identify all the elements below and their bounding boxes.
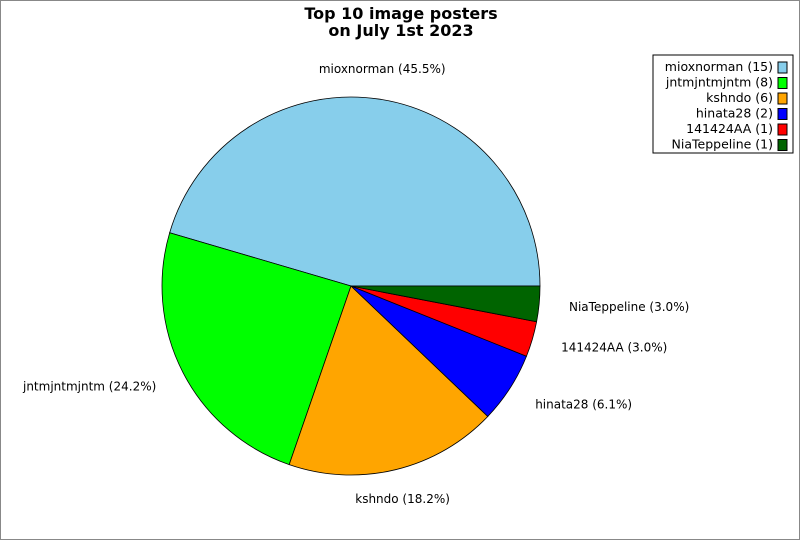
chart-title-line-1: Top 10 image posters [304, 4, 497, 23]
slice-label-kshndo: kshndo (18.2%) [355, 492, 450, 506]
slice-label-mioxnorman: mioxnorman (45.5%) [319, 62, 446, 76]
legend-swatch-141424aa [777, 123, 788, 136]
slice-label-141424aa: 141424AA (3.0%) [561, 341, 667, 355]
legend-label-mioxnorman: mioxnorman (15) [665, 59, 773, 74]
legend-swatch-mioxnorman [777, 61, 788, 74]
legend-box [652, 54, 794, 154]
slice-labels: mioxnorman (45.5%) jntmjntmjntm (24.2%) ks… [22, 62, 689, 506]
legend-swatch-niateppeline [777, 139, 788, 151]
pie-slice-mioxnorman [169, 96, 541, 287]
legend-label-141424aa: 141424AA (1) [686, 121, 773, 136]
pie-slices [161, 96, 541, 476]
legend: mioxnorman (15)jntmjntmjntm (8)kshndo (6… [652, 54, 794, 154]
legend-swatch-kshndo [777, 92, 788, 105]
legend-label-kshndo: kshndo (6) [706, 90, 773, 105]
legend-swatch-hinata28 [777, 108, 788, 120]
legend-label-jntmjntmjntm: jntmjntmjntm (8) [665, 75, 773, 90]
slice-label-hinata28: hinata28 (6.1%) [535, 397, 632, 411]
slice-label-jntmjntmjntm: jntmjntmjntm (24.2%) [22, 379, 156, 393]
legend-label-niateppeline: NiaTeppeline (1) [672, 137, 773, 152]
legend-label-hinata28: hinata28 (2) [696, 106, 773, 121]
pie-slice-jntmjntmjntm [161, 232, 352, 466]
pie-slice-niateppeline [350, 285, 541, 323]
legend-swatch-jntmjntmjntm [777, 77, 788, 89]
pie-slice-kshndo [288, 285, 489, 476]
chart-title-line-2: on July 1st 2023 [328, 21, 473, 40]
slice-label-niateppeline: NiaTeppeline (3.0%) [569, 300, 689, 314]
